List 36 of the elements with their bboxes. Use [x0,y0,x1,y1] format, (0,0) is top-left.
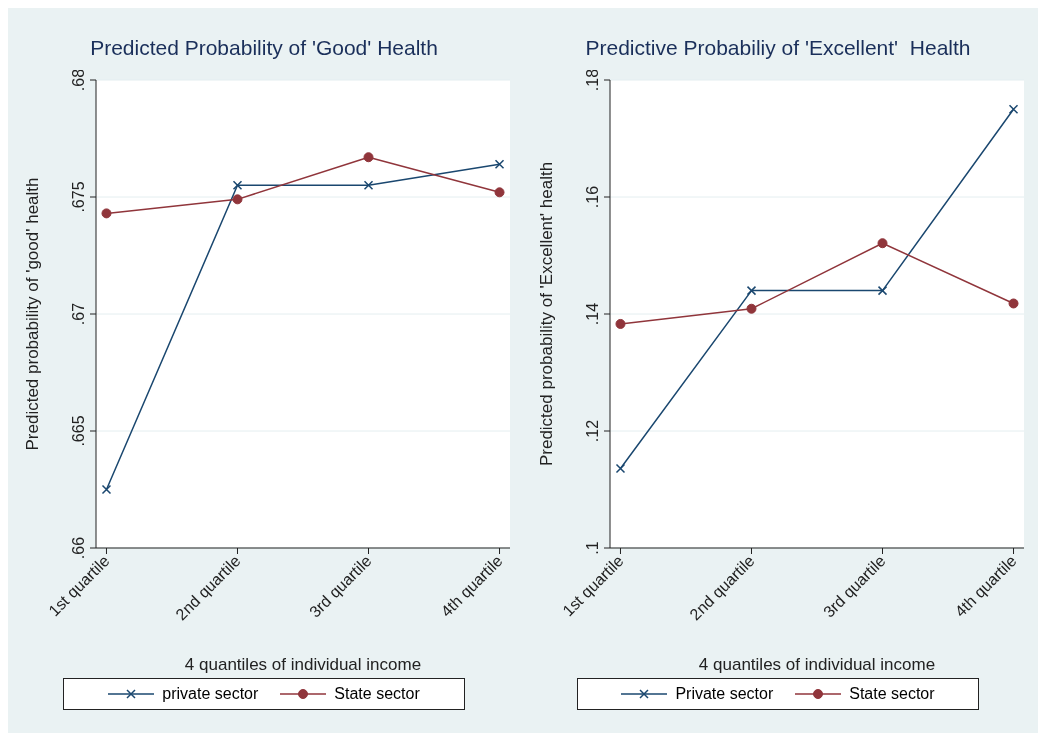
y-tick-label: .68 [70,68,87,92]
legend-label: private sector [161,685,259,703]
x-axis-title: 4 quantiles of individual income [184,655,422,674]
chart-title: Predictive Probabiliy of 'Excellent' Health [584,35,972,61]
point [494,187,505,198]
point [746,285,757,296]
y-tick-label: .66 [70,536,87,560]
y-tick-label: .14 [584,302,601,326]
point [101,208,112,219]
point [615,318,626,329]
y-tick-label: .18 [584,68,601,92]
x-axis-title: 4 quantiles of individual income [698,655,936,674]
point [232,180,243,191]
y-axis-title: Predicted probability of 'Excellent' health [537,161,557,467]
point [232,194,243,205]
y-tick-label: .16 [584,185,601,209]
point [494,159,505,169]
point [363,152,374,163]
y-tick-label: .67 [70,302,87,326]
y-tick-label: .665 [70,415,87,447]
y-axis-title: Predicted probability of 'good' health [23,177,43,451]
y-tick-label: .675 [70,181,87,213]
point [363,180,374,191]
point [877,285,888,296]
point [101,484,112,495]
point [615,463,626,474]
chart-title: Predicted Probability of 'Good' Health [89,35,439,61]
legend-label: State sector [848,685,935,703]
y-tick-label: .1 [584,541,601,555]
y-tick-label: .12 [584,419,601,443]
point [1008,298,1019,309]
legend-label: Private sector [674,685,774,703]
point [1008,104,1019,114]
point [877,238,888,249]
point [746,303,757,314]
legend-label: State sector [333,685,420,703]
